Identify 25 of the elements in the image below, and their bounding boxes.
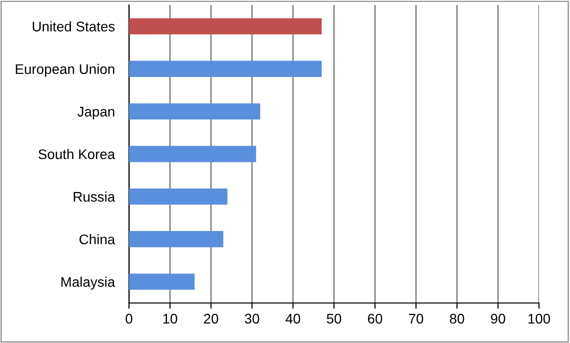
y-tick-label: Japan bbox=[77, 106, 114, 120]
x-tick-label: 70 bbox=[408, 314, 424, 324]
y-tick-label: United States bbox=[32, 21, 115, 32]
x-tick-label: 100 bbox=[528, 314, 550, 324]
y-tick-label: Malaysia bbox=[61, 276, 116, 290]
x-tick-label: 90 bbox=[490, 314, 506, 324]
bar bbox=[129, 60, 322, 77]
x-tick-label: 0 bbox=[126, 314, 132, 324]
x-tick-label: 30 bbox=[244, 314, 260, 324]
bar bbox=[129, 188, 228, 205]
x-tick-label: 20 bbox=[204, 314, 218, 324]
x-tick-label: 50 bbox=[326, 314, 342, 324]
x-tick-label: 40 bbox=[286, 314, 300, 324]
y-tick-label: China bbox=[80, 234, 116, 244]
y-tick-label: Russia bbox=[74, 192, 116, 202]
y-tick-label: South Korea bbox=[38, 148, 116, 160]
bar bbox=[129, 103, 260, 120]
bar bbox=[129, 231, 224, 248]
bar bbox=[129, 18, 322, 34]
x-tick-label: 60 bbox=[368, 314, 382, 324]
y-tick-label: European Union bbox=[16, 64, 114, 77]
bar bbox=[129, 274, 195, 290]
x-tick-label: 80 bbox=[450, 314, 464, 324]
bar bbox=[129, 146, 256, 162]
x-tick-label: 10 bbox=[163, 314, 178, 324]
